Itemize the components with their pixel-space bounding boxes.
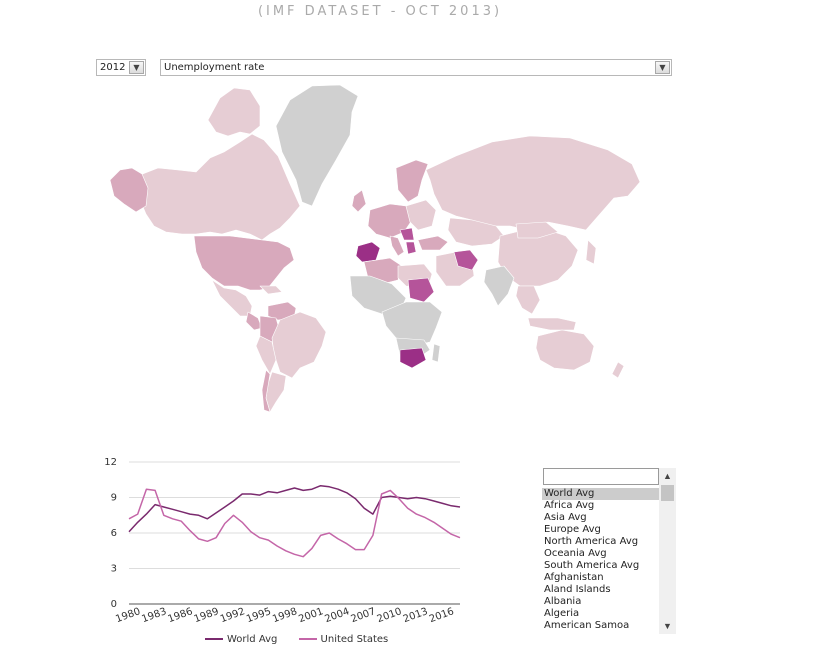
country-balkans[interactable] bbox=[399, 227, 415, 241]
country-central-africa[interactable] bbox=[381, 301, 443, 347]
country-list-item[interactable]: Afghanistan bbox=[544, 572, 604, 583]
country-list-item[interactable]: American Samoa bbox=[544, 620, 630, 631]
country-spain[interactable] bbox=[355, 241, 381, 263]
x-tick-label: 2013 bbox=[402, 606, 430, 625]
country-list-item[interactable]: South America Avg bbox=[544, 560, 640, 571]
country-list-item[interactable]: Europe Avg bbox=[544, 524, 601, 535]
y-tick-label: 9 bbox=[111, 493, 117, 504]
country-list-scrollbar[interactable]: ▲ ▼ bbox=[659, 468, 676, 634]
x-tick-label: 1983 bbox=[140, 606, 168, 625]
country-uk[interactable] bbox=[351, 189, 367, 213]
country-australia[interactable] bbox=[535, 329, 595, 371]
country-canada-islands[interactable] bbox=[207, 87, 261, 137]
chevron-down-icon[interactable]: ▼ bbox=[129, 61, 144, 74]
country-madagascar[interactable] bbox=[431, 343, 441, 363]
year-select[interactable]: 2012 ▼ bbox=[96, 59, 146, 76]
x-tick-label: 1980 bbox=[114, 606, 142, 625]
country-central-america[interactable] bbox=[245, 311, 263, 331]
chevron-down-icon[interactable]: ▼ bbox=[663, 621, 672, 631]
country-kazakhstan[interactable] bbox=[447, 217, 505, 247]
x-tick-label: 1995 bbox=[245, 606, 273, 625]
country-scandinavia[interactable] bbox=[395, 159, 429, 203]
page-title: (IMF DATASET - OCT 2013) bbox=[257, 4, 503, 19]
country-cuba[interactable] bbox=[259, 285, 283, 295]
country-new-zealand[interactable] bbox=[611, 361, 625, 379]
country-list-item[interactable]: Asia Avg bbox=[544, 512, 587, 523]
country-india[interactable] bbox=[483, 265, 515, 307]
x-tick-label: 2007 bbox=[349, 606, 377, 625]
year-select-value: 2012 bbox=[100, 62, 126, 73]
country-turkey[interactable] bbox=[417, 235, 449, 251]
country-list-item[interactable]: Albania bbox=[544, 596, 582, 607]
country-list-item[interactable]: North America Avg bbox=[544, 536, 639, 547]
country-greece[interactable] bbox=[405, 241, 417, 255]
country-iran[interactable] bbox=[453, 249, 479, 271]
y-tick-label: 3 bbox=[111, 564, 117, 575]
country-brazil[interactable] bbox=[271, 311, 327, 379]
country-mexico[interactable] bbox=[211, 279, 253, 317]
legend-item-world-avg: World Avg bbox=[205, 634, 277, 645]
x-tick-label: 2004 bbox=[323, 606, 351, 625]
country-japan[interactable] bbox=[585, 239, 597, 265]
chevron-down-icon[interactable]: ▼ bbox=[655, 61, 670, 74]
y-tick-label: 12 bbox=[104, 457, 117, 468]
country-chile[interactable] bbox=[261, 369, 271, 413]
scrollbar-thumb[interactable] bbox=[661, 485, 674, 501]
country-italy[interactable] bbox=[389, 235, 405, 257]
country-eastern-europe[interactable] bbox=[405, 199, 437, 231]
legend-swatch-world-avg bbox=[205, 638, 223, 640]
y-tick-label: 0 bbox=[111, 599, 117, 610]
country-usa[interactable] bbox=[193, 235, 295, 291]
country-greenland[interactable] bbox=[275, 84, 359, 207]
x-tick-label: 2016 bbox=[428, 606, 456, 625]
chevron-up-icon[interactable]: ▲ bbox=[663, 471, 672, 481]
country-list-item[interactable]: Algeria bbox=[544, 608, 580, 619]
unemployment-line-chart: 0369121980198319861989199219951998200120… bbox=[104, 457, 461, 625]
x-tick-label: 2001 bbox=[297, 606, 325, 625]
legend-label-world-avg: World Avg bbox=[227, 634, 278, 645]
legend-item-united-states: United States bbox=[298, 634, 389, 645]
country-alaska[interactable] bbox=[109, 167, 149, 213]
x-tick-label: 2010 bbox=[376, 606, 404, 625]
country-southeast-asia[interactable] bbox=[515, 285, 541, 315]
country-search-input[interactable] bbox=[543, 468, 659, 485]
x-tick-label: 1986 bbox=[167, 606, 195, 625]
x-tick-label: 1989 bbox=[193, 606, 221, 625]
indicator-select-value: Unemployment rate bbox=[164, 62, 265, 73]
country-list-item[interactable]: Aland Islands bbox=[544, 584, 611, 595]
country-list[interactable]: World Avg Africa Avg Asia Avg Europe Avg Nor… bbox=[542, 488, 659, 634]
x-tick-label: 1992 bbox=[219, 606, 247, 625]
chart-legend: World Avg United States bbox=[205, 634, 406, 648]
country-russia[interactable] bbox=[425, 135, 641, 231]
country-indonesia[interactable] bbox=[527, 317, 577, 331]
series-line-1 bbox=[128, 488, 461, 558]
series-line-0 bbox=[128, 484, 461, 533]
country-list-item[interactable]: Africa Avg bbox=[544, 500, 595, 511]
x-tick-label: 1998 bbox=[271, 606, 299, 625]
legend-label-united-states: United States bbox=[320, 634, 389, 645]
country-sudan[interactable] bbox=[407, 277, 435, 303]
country-mongolia[interactable] bbox=[515, 221, 559, 239]
country-list-item[interactable]: Oceania Avg bbox=[544, 548, 607, 559]
country-south-africa[interactable] bbox=[399, 347, 427, 369]
country-list-item[interactable]: World Avg bbox=[542, 488, 659, 500]
world-map[interactable] bbox=[100, 80, 645, 415]
legend-swatch-united-states bbox=[298, 638, 317, 640]
country-canada[interactable] bbox=[139, 133, 301, 241]
indicator-select[interactable]: Unemployment rate ▼ bbox=[160, 59, 672, 76]
y-tick-label: 6 bbox=[111, 528, 117, 539]
